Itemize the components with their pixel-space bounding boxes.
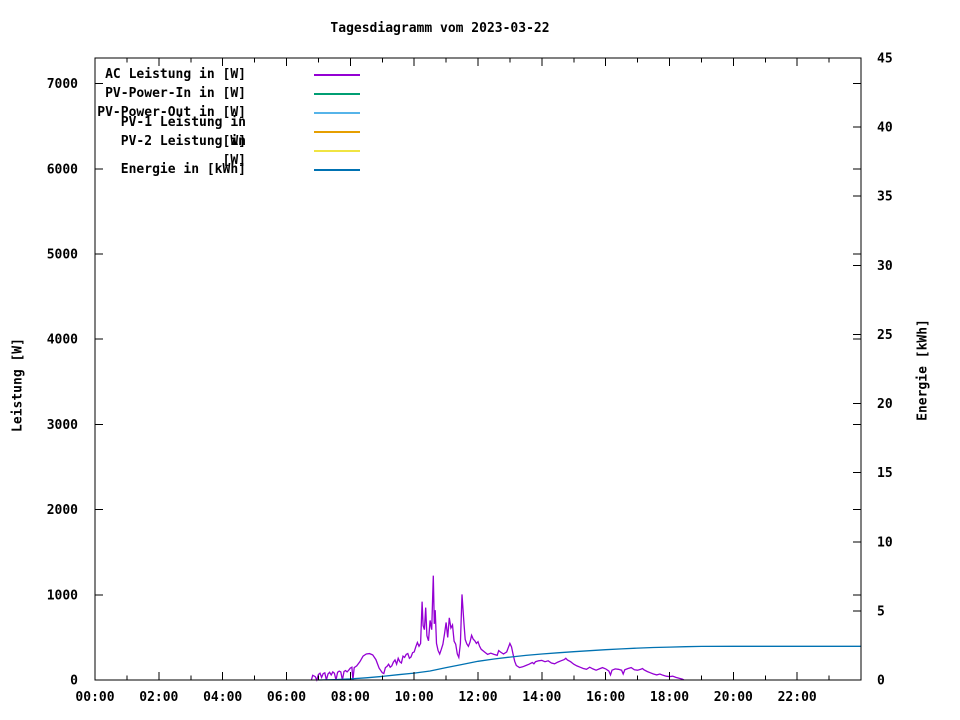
legend-label: Energie in [kWh] <box>120 162 246 177</box>
legend-line-swatch <box>314 130 360 133</box>
legend-label: PV-2 Leistung in [W] <box>120 133 246 168</box>
y-left-tick-label: 3000 <box>47 418 78 433</box>
x-tick-label: 00:00 <box>75 690 114 705</box>
y-right-tick-label: 40 <box>877 121 893 136</box>
legend-line-swatch <box>314 168 360 171</box>
legend-label: PV-Power-In in [W] <box>105 86 246 101</box>
y-right-tick-label: 10 <box>877 535 893 550</box>
y-left-tick-label: 6000 <box>47 162 78 177</box>
y-left-tick-label: 1000 <box>47 588 78 603</box>
legend-item-pv-power-out-in-w: PV-Power-Out in [W] <box>90 103 360 122</box>
legend-label: AC Leistung in [W] <box>105 67 246 82</box>
x-tick-label: 04:00 <box>203 690 242 705</box>
x-tick-label: 10:00 <box>395 690 434 705</box>
x-tick-label: 14:00 <box>522 690 561 705</box>
legend-item-pv-1-leistung-in-w: PV-1 Leistung in [W] <box>90 115 360 149</box>
y-left-tick-label: 7000 <box>47 77 78 92</box>
chart-title: Tagesdiagramm vom 2023-03-22 <box>330 21 550 36</box>
x-tick-label: 02:00 <box>139 690 178 705</box>
series-energie-in-kwh-line <box>318 645 861 681</box>
x-tick-label: 12:00 <box>458 690 497 705</box>
y-left-tick-label: 5000 <box>47 247 78 262</box>
legend-label: PV-1 Leistung in [W] <box>120 114 246 149</box>
x-tick-label: 18:00 <box>650 690 689 705</box>
y-left-tick-label: 0 <box>70 674 78 689</box>
y-right-tick-label: 35 <box>877 190 893 205</box>
legend-line-swatch <box>314 111 360 114</box>
y-right-tick-label: 5 <box>877 604 885 619</box>
series-ac-leistung-in-w-line <box>310 575 685 682</box>
y-right-tick-label: 25 <box>877 328 893 343</box>
x-tick-label: 16:00 <box>586 690 625 705</box>
y-right-tick-label: 15 <box>877 466 893 481</box>
x-tick-label: 22:00 <box>778 690 817 705</box>
x-tick-label: 08:00 <box>331 690 370 705</box>
y-right-tick-label: 20 <box>877 397 893 412</box>
legend-item-ac-leistung-in-w: AC Leistung in [W] <box>90 65 360 84</box>
y-left-tick-label: 4000 <box>47 333 78 348</box>
legend-label: PV-Power-Out in [W] <box>97 105 246 120</box>
y-right-tick-label: 30 <box>877 259 893 274</box>
legend-item-pv-power-in-in-w: PV-Power-In in [W] <box>90 84 360 103</box>
legend-line-swatch <box>314 149 360 152</box>
y-axis-right-title: Energie [kWh] <box>915 319 931 421</box>
legend: AC Leistung in [W] PV-Power-In in [W] PV-P… <box>90 65 360 179</box>
x-tick-label: 20:00 <box>714 690 753 705</box>
legend-line-swatch <box>314 92 360 95</box>
y-left-tick-label: 2000 <box>47 503 78 518</box>
y-right-tick-label: 45 <box>877 52 893 67</box>
y-right-tick-label: 0 <box>877 674 885 689</box>
legend-item-pv-2-leistung-in-w: PV-2 Leistung in [W] <box>90 134 360 168</box>
legend-line-swatch <box>314 73 360 76</box>
y-axis-left-title: Leistung [W] <box>10 338 26 432</box>
x-tick-label: 06:00 <box>267 690 306 705</box>
legend-item-energie-in-kwh: Energie in [kWh] <box>90 160 360 179</box>
